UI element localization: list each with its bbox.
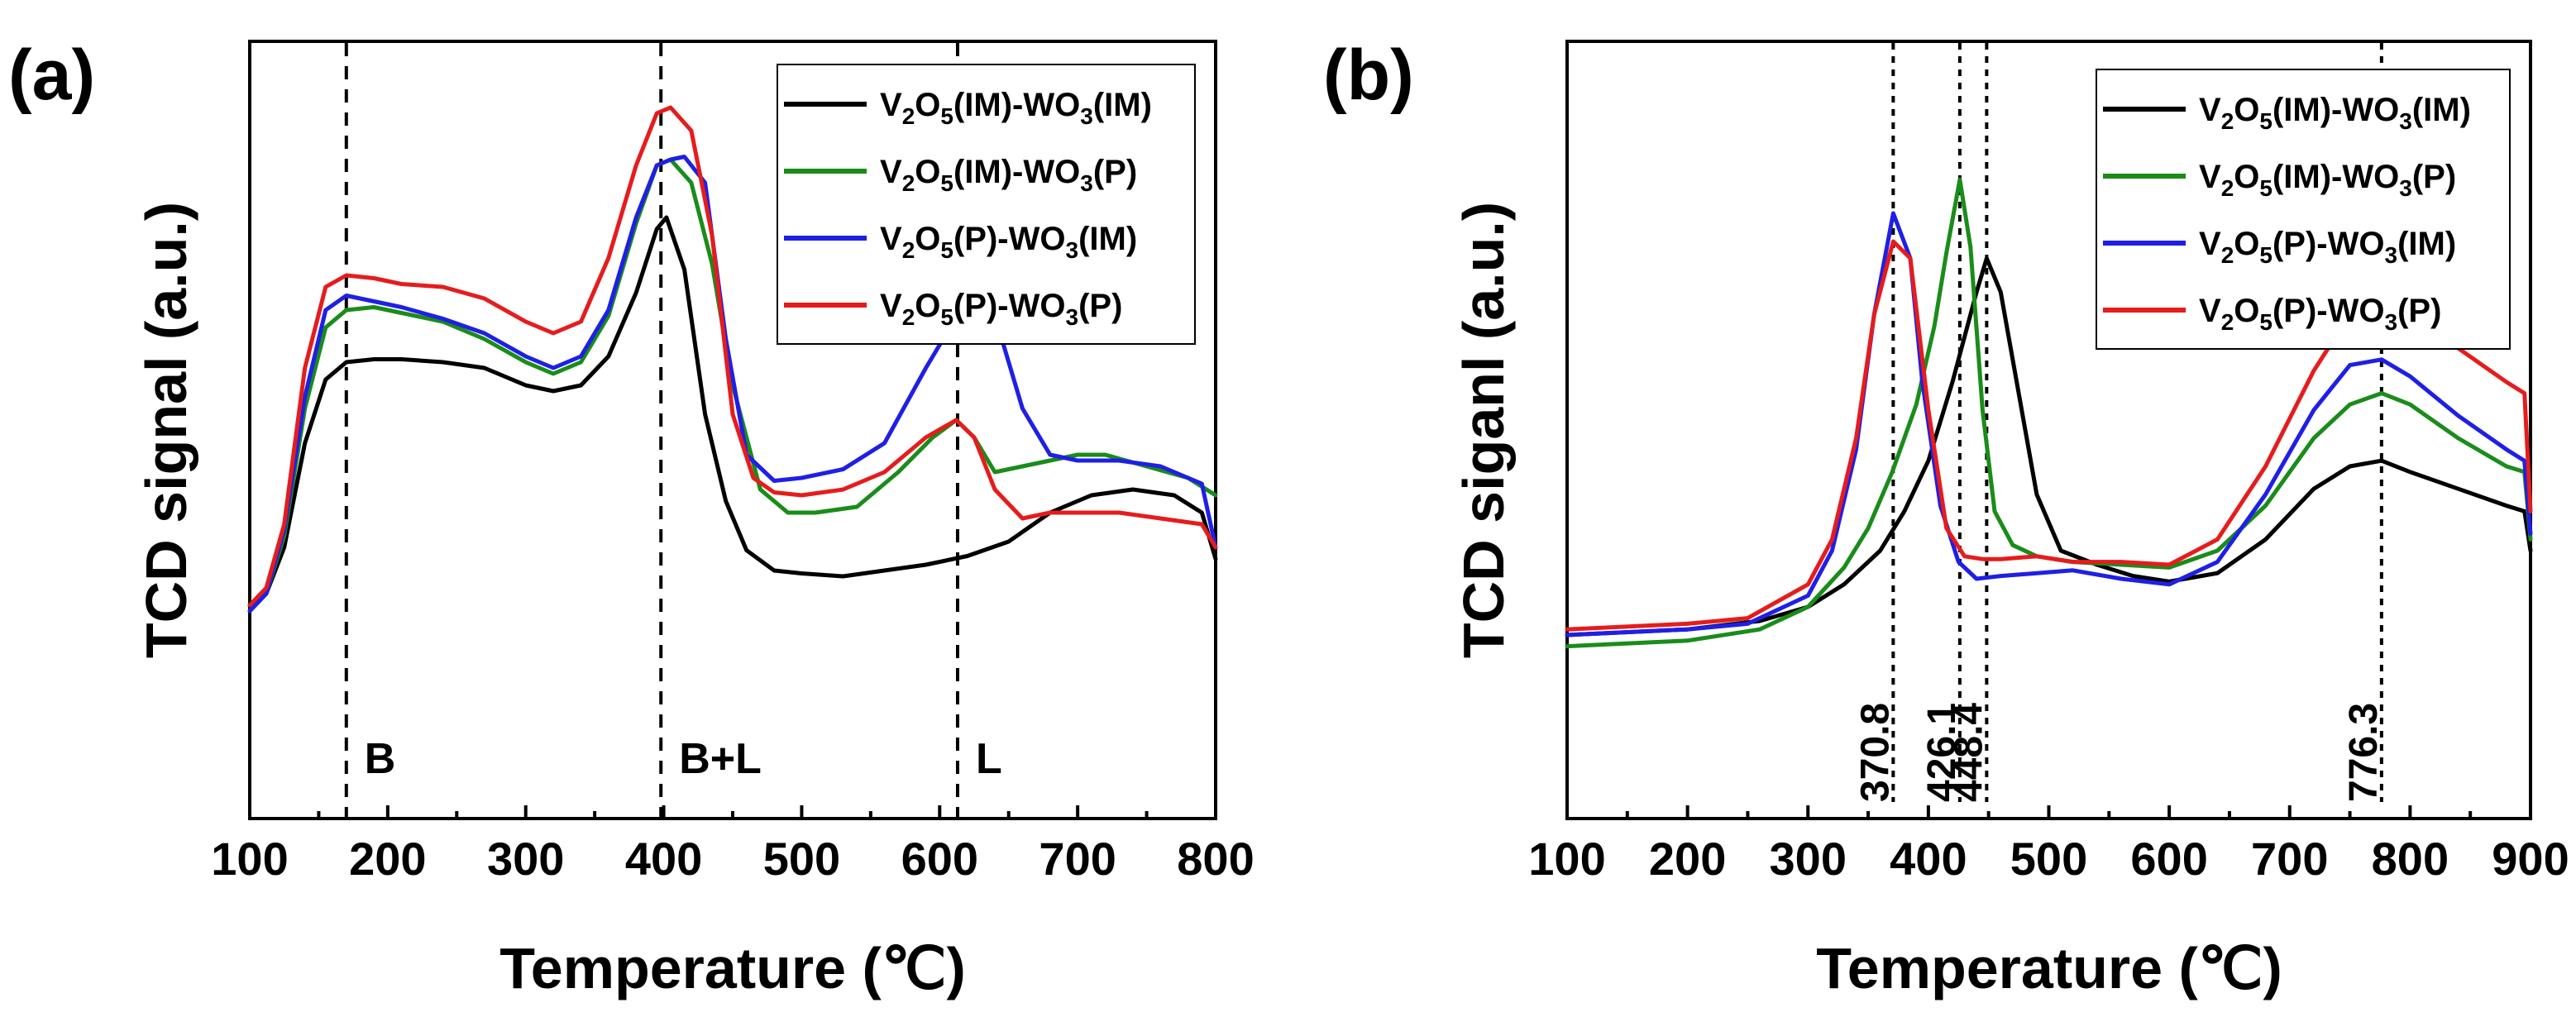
legend-entry: V2O5(P)-WO3(P) xyxy=(2199,293,2441,335)
x-tick-label: 900 xyxy=(2492,833,2569,885)
region-label: B xyxy=(365,735,396,783)
series-line xyxy=(247,157,1218,614)
panel-a: (a) B B+L L 100 200 300 400 500 600 700 800 V2O5(… xyxy=(8,36,1255,1000)
peak-temperature-label: 448.4 xyxy=(1947,703,1991,802)
series-line xyxy=(1565,177,2533,649)
panel-b-label: (b) xyxy=(1323,36,1414,115)
x-tick-label: 400 xyxy=(625,833,702,885)
x-tick-label: 200 xyxy=(1649,833,1726,885)
legend-entry: V2O5(IM)-WO3(P) xyxy=(880,154,1137,196)
x-tick-label: 700 xyxy=(1039,833,1116,885)
panel-b-x-axis-title: Temperature (℃) xyxy=(1816,936,2282,1000)
peak-temperature-label: 426.1 xyxy=(1920,703,1964,802)
panel-b-x-axis-ticks: 100 200 300 400 500 600 700 800 900 xyxy=(1528,805,2569,885)
series-line xyxy=(1565,211,2533,637)
x-tick-label: 100 xyxy=(1528,833,1605,885)
x-tick-label: 800 xyxy=(2372,833,2449,885)
peak-temperature-label: 776.3 xyxy=(2342,703,2386,802)
panel-a-curves xyxy=(247,105,1218,614)
x-tick-label: 600 xyxy=(2130,833,2207,885)
panel-a-x-axis-ticks: 100 200 300 400 500 600 700 800 xyxy=(211,805,1255,885)
x-tick-label: 600 xyxy=(901,833,978,885)
legend-box xyxy=(777,64,1196,345)
legend-entry: V2O5(IM)-WO3(IM) xyxy=(880,87,1152,129)
panel-a-legend: V2O5(IM)-WO3(IM) V2O5(IM)-WO3(P) V2O5(P)-W… xyxy=(777,64,1196,345)
region-label: B+L xyxy=(679,735,762,783)
x-tick-label: 100 xyxy=(211,833,288,885)
x-tick-label: 300 xyxy=(1770,833,1847,885)
panel-a-label: (a) xyxy=(8,36,95,115)
legend-entry: V2O5(IM)-WO3(IM) xyxy=(2199,92,2471,134)
series-line xyxy=(247,155,1218,614)
x-tick-label: 400 xyxy=(1890,833,1967,885)
series-line xyxy=(247,105,1218,608)
x-tick-label: 500 xyxy=(763,833,840,885)
x-tick-label: 200 xyxy=(349,833,426,885)
panel-a-y-axis-title: TCD signal (a.u.) xyxy=(134,202,198,658)
series-line xyxy=(247,215,1218,608)
legend-entry: V2O5(P)-WO3(IM) xyxy=(880,221,1137,263)
panel-a-x-axis-title: Temperature (℃) xyxy=(499,936,966,1000)
legend-entry: V2O5(P)-WO3(IM) xyxy=(2199,226,2456,268)
legend-box xyxy=(2096,69,2511,350)
panel-b-y-axis-title: TCD siganl (a.u.) xyxy=(1451,202,1516,658)
series-line xyxy=(1565,255,2533,637)
x-tick-label: 500 xyxy=(2010,833,2087,885)
panel-b-legend: V2O5(IM)-WO3(IM) V2O5(IM)-WO3(P) V2O5(P)-W… xyxy=(2096,69,2511,350)
x-tick-label: 300 xyxy=(487,833,564,885)
x-tick-label: 700 xyxy=(2251,833,2328,885)
legend-entry: V2O5(IM)-WO3(P) xyxy=(2199,159,2456,201)
x-tick-label: 800 xyxy=(1177,833,1254,885)
legend-entry: V2O5(P)-WO3(P) xyxy=(880,288,1122,330)
peak-temperature-label: 370.8 xyxy=(1853,703,1897,802)
region-label: L xyxy=(976,735,1002,783)
